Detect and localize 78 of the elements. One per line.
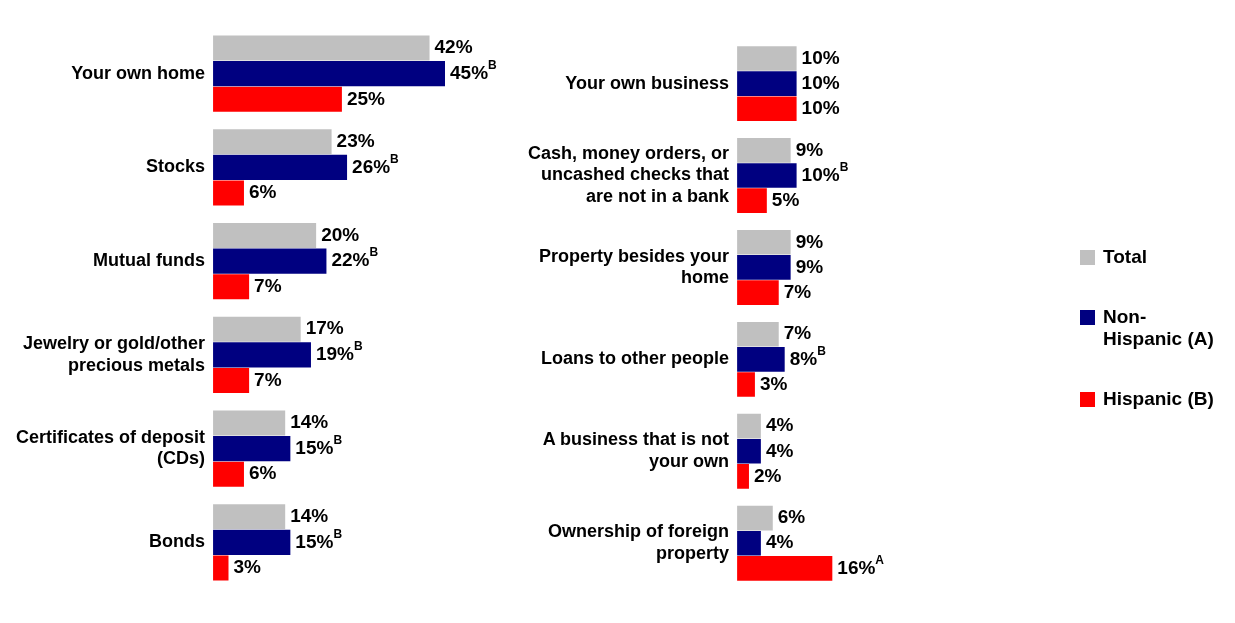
data-label: 7% [783,322,812,344]
data-label: 4% [765,414,794,436]
bar [737,229,791,255]
bar [213,86,342,112]
bar [737,321,779,347]
data-label: 3% [233,556,262,578]
data-label: 5% [771,188,800,210]
y-tick-label: Loans to other people [541,348,730,369]
bar [737,413,761,439]
y-tick-label: Mutual funds [93,250,206,271]
bar [737,372,755,397]
data-label: 9% [795,230,824,252]
bar [213,154,348,180]
data-label: 4% [765,439,794,461]
y-tick-label: A business that is not your own [542,429,730,472]
y-tick-label: Jewelry or gold/other precious metals [22,333,206,375]
bar [737,464,749,489]
bar [737,280,779,305]
legend-label: Hispanic (B) [1103,388,1214,410]
data-label: 10% [801,71,840,93]
data-label: 6% [248,462,277,484]
y-tick-label: Your own home [71,62,206,83]
bar [213,461,244,487]
data-label: 14% [290,504,329,526]
data-label: 10% [801,46,840,68]
data-label: 3% [759,372,788,394]
data-label: 7% [254,368,282,390]
data-label: 20% [321,223,360,245]
data-label: 17% [305,317,344,339]
data-label: 10% [801,96,840,118]
bar [737,138,791,163]
data-label: 7% [783,280,812,302]
legend-label: Non-Hispanic (A) [1103,306,1215,350]
y-tick-label: Ownership of foreign property [548,521,730,563]
data-label: 6% [248,181,277,203]
bar [213,342,311,368]
bar [737,347,785,372]
bar [213,248,327,274]
bar [213,129,332,155]
bar [737,163,797,188]
data-label: 4% [765,531,794,553]
bar [737,255,791,280]
y-tick-label: Cash, money orders, or uncashed checks that are not in a bank [528,142,731,207]
bar [213,367,250,394]
data-label: 9% [795,255,824,277]
bar [213,436,291,462]
bar [737,71,797,96]
data-label: 2% [753,464,782,486]
bar [737,438,761,464]
y-tick-label: Your own business [565,72,730,93]
bar [737,505,773,531]
bar [213,529,291,555]
y-tick-label: Certificates of deposit (CDs) [15,426,206,469]
data-label: 6% [777,506,806,528]
bar [213,35,430,61]
bar [213,410,286,436]
bar [213,222,317,249]
data-label: 25% [346,87,386,109]
bar [737,556,833,581]
bar [213,555,229,581]
bar [213,61,445,87]
data-label: 14% [290,411,329,433]
bar [213,316,301,342]
bar [737,46,797,71]
bar [213,180,244,206]
bar [737,188,767,213]
bar [213,504,286,530]
data-label: 9% [795,138,824,160]
data-label: 42% [434,36,473,58]
y-tick-label: Stocks [146,156,206,177]
y-tick-label: Bonds [149,531,206,552]
data-label: 23% [336,130,375,152]
bar [213,274,250,300]
bar [737,530,761,556]
bar [737,96,797,122]
data-label: 7% [254,274,282,296]
legend-label: Total [1103,246,1147,268]
y-tick-label: Property besides your home [538,245,730,288]
